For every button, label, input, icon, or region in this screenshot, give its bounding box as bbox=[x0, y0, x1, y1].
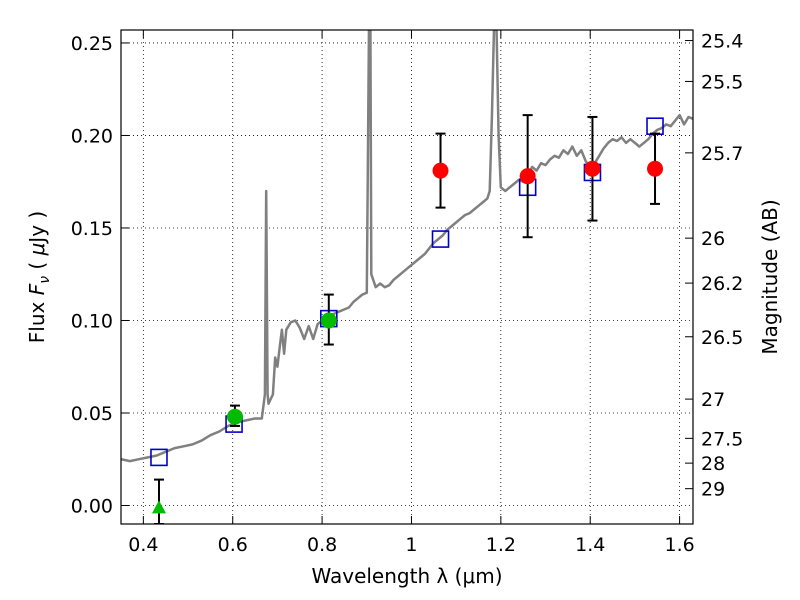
upper-limit-triangle bbox=[151, 500, 166, 514]
axis-ticks: 0.4 0.6 0.8 1 1.2 1.4 1.6 0.00 0.05 0.10 0.15 0.20 0… bbox=[71, 30, 743, 556]
x-tick-label: 1.6 bbox=[664, 534, 694, 556]
x-axis-label: Wavelength λ (μm) bbox=[311, 564, 502, 588]
model-square-point bbox=[431, 230, 450, 248]
plot-frame bbox=[120, 29, 694, 525]
y2-tick-label: 26.5 bbox=[701, 327, 743, 349]
spectrum-line bbox=[121, 30, 693, 463]
y2-tick-label: 26.2 bbox=[701, 273, 743, 295]
data-markers bbox=[150, 114, 664, 524]
x-tick-label: 1.4 bbox=[575, 534, 605, 556]
observed-flux-point bbox=[519, 168, 536, 185]
y-axis-label: Flux Fν ( μJy ) bbox=[25, 211, 53, 343]
x-tick-label: 0.4 bbox=[128, 534, 158, 556]
y-tick-label: 0.10 bbox=[71, 310, 113, 332]
model-square-point bbox=[150, 448, 168, 467]
y2-tick-label: 29 bbox=[701, 479, 725, 501]
observed-flux-point bbox=[647, 160, 664, 177]
x-tick-label: 0.6 bbox=[218, 534, 248, 556]
grid bbox=[121, 30, 693, 524]
y2-tick-label: 27.5 bbox=[701, 428, 743, 450]
x-tick-label: 0.8 bbox=[307, 534, 337, 556]
y-tick-label: 0.15 bbox=[71, 218, 113, 240]
y-tick-label: 0.00 bbox=[71, 495, 113, 517]
y2-tick-label: 25.5 bbox=[701, 71, 743, 93]
observed-flux-point bbox=[584, 160, 601, 177]
y-tick-label: 0.05 bbox=[71, 403, 113, 425]
y2-tick-label: 25.4 bbox=[701, 31, 743, 53]
observed-flux-point bbox=[320, 312, 337, 329]
x-tick-label: 1.2 bbox=[486, 534, 516, 556]
model-spectrum bbox=[121, 30, 693, 463]
y2-tick-label: 27 bbox=[701, 389, 725, 411]
observed-flux-point bbox=[432, 162, 449, 179]
right-axis-label: Magnitude (AB) bbox=[758, 199, 782, 354]
observed-flux-point bbox=[226, 408, 243, 425]
y2-tick-label: 26 bbox=[701, 228, 725, 250]
y-tick-label: 0.20 bbox=[71, 125, 113, 147]
x-tick-label: 1 bbox=[405, 534, 417, 556]
y2-tick-label: 25.7 bbox=[701, 143, 743, 165]
y2-tick-label: 28 bbox=[701, 453, 725, 475]
y-tick-label: 0.25 bbox=[71, 33, 113, 55]
